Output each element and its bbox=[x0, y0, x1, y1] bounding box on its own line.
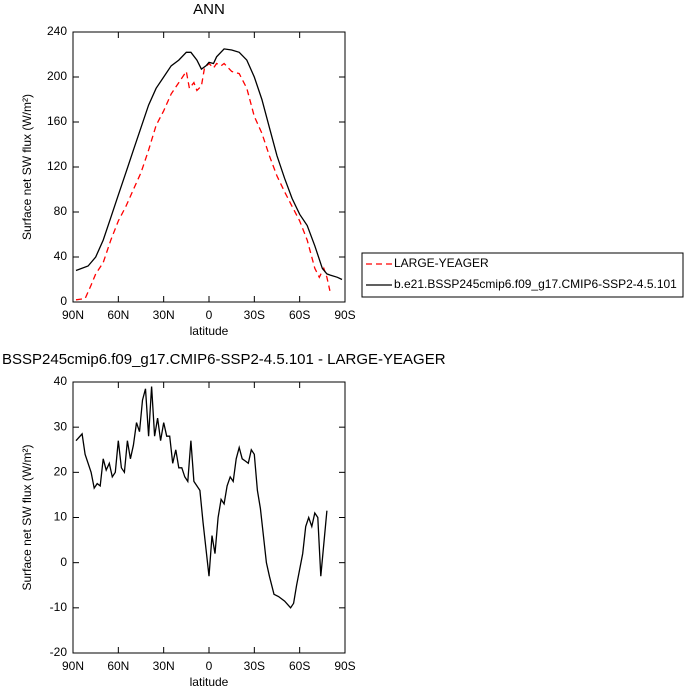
x-tick-label: 60S bbox=[289, 659, 310, 673]
y-tick-label: 240 bbox=[47, 24, 67, 38]
x-tick-label: 90S bbox=[334, 659, 355, 673]
y-tick-label: -10 bbox=[50, 600, 68, 614]
data-line bbox=[75, 62, 331, 301]
x-axis-label: latitude bbox=[190, 675, 229, 689]
y-tick-label: 40 bbox=[54, 249, 68, 263]
y-tick-label: -20 bbox=[50, 645, 68, 659]
x-tick-label: 30S bbox=[244, 659, 265, 673]
y-tick-label: 120 bbox=[47, 159, 67, 173]
plot-frame bbox=[72, 31, 346, 303]
x-tick-label: 60N bbox=[107, 659, 129, 673]
x-tick-label: 0 bbox=[206, 308, 213, 322]
y-tick-label: 0 bbox=[60, 555, 67, 569]
legend-box bbox=[361, 252, 684, 298]
x-axis-label: latitude bbox=[190, 324, 229, 338]
chart-title: BSSP245cmip6.f09_g17.CMIP6-SSP2-4.5.101 … bbox=[2, 351, 446, 368]
x-tick-label: 60N bbox=[107, 308, 129, 322]
y-tick-label: 0 bbox=[60, 294, 67, 308]
legend-label: b.e21.BSSP245cmip6.f09_g17.CMIP6-SSP2-4.… bbox=[394, 277, 677, 291]
y-tick-label: 30 bbox=[54, 419, 68, 433]
x-tick-label: 30N bbox=[153, 659, 175, 673]
y-tick-label: 20 bbox=[54, 465, 68, 479]
y-tick-label: 40 bbox=[54, 374, 68, 388]
y-tick-label: 160 bbox=[47, 114, 67, 128]
x-tick-label: 0 bbox=[206, 659, 213, 673]
chart-title: ANN bbox=[193, 1, 225, 18]
y-axis-label: Surface net SW flux (W/m²) bbox=[20, 444, 34, 590]
x-tick-label: 90N bbox=[62, 659, 84, 673]
x-tick-label: 60S bbox=[289, 308, 310, 322]
x-tick-label: 90S bbox=[334, 308, 355, 322]
y-tick-label: 10 bbox=[54, 510, 68, 524]
y-tick-label: 200 bbox=[47, 69, 67, 83]
plot-frame bbox=[72, 381, 346, 654]
legend-label: LARGE-YEAGER bbox=[394, 256, 489, 270]
x-tick-label: 30S bbox=[244, 308, 265, 322]
y-axis-label: Surface net SW flux (W/m²) bbox=[20, 94, 34, 240]
data-line bbox=[75, 48, 343, 281]
data-line bbox=[75, 386, 328, 609]
x-tick-label: 30N bbox=[153, 308, 175, 322]
x-tick-label: 90N bbox=[62, 308, 84, 322]
y-tick-label: 80 bbox=[54, 204, 68, 218]
